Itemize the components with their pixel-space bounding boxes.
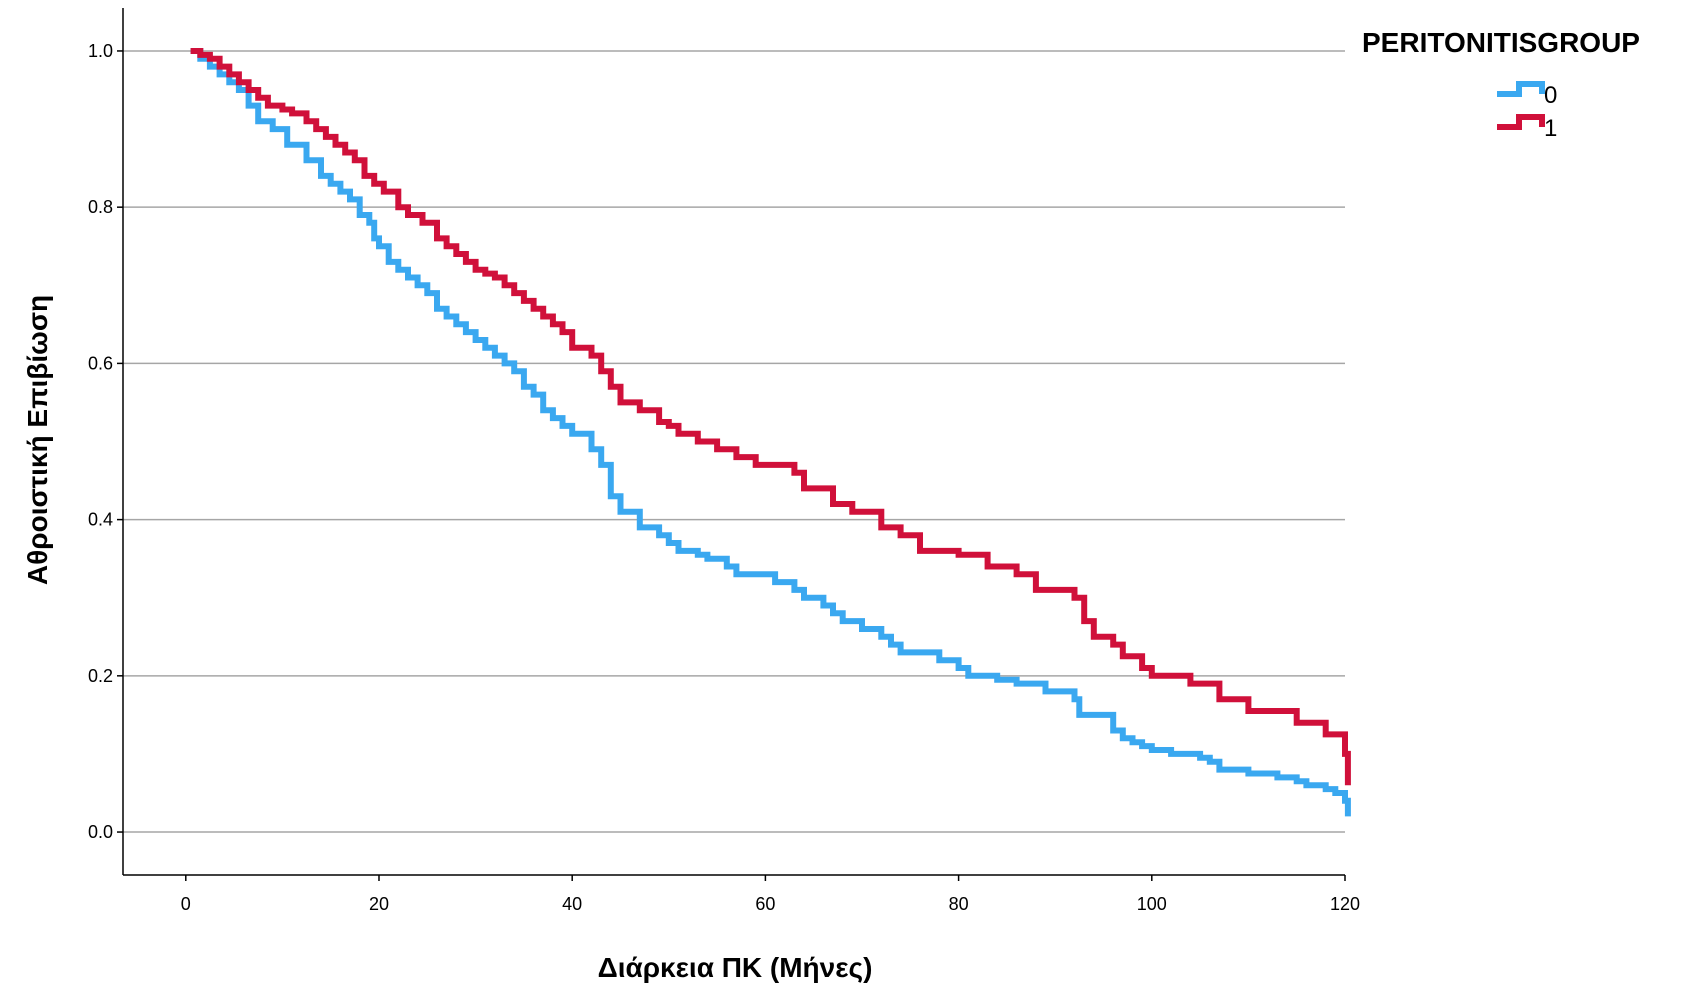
x-axis-label: Διάρκεια ΠΚ (Μήνες) <box>598 952 873 983</box>
x-tick-label: 60 <box>755 894 775 914</box>
legend-title: PERITONITISGROUP <box>1362 27 1640 58</box>
legend-label-1: 1 <box>1544 115 1557 142</box>
y-tick-label: 0.8 <box>88 197 113 217</box>
x-tick-label: 120 <box>1330 894 1360 914</box>
series-layer <box>190 48 1351 817</box>
x-tick-label: 40 <box>562 894 582 914</box>
legend: PERITONITISGROUP 0 1 <box>1362 27 1640 142</box>
grid-layer <box>123 50 1345 833</box>
y-axis-label: Αθροιστική Επιβίωση <box>22 295 53 585</box>
axes-layer <box>122 8 1345 876</box>
x-tick-label: 0 <box>181 894 191 914</box>
y-tick-label: 1.0 <box>88 41 113 61</box>
y-tick-label: 0.4 <box>88 510 113 530</box>
x-tick-label: 100 <box>1137 894 1167 914</box>
legend-label-0: 0 <box>1544 82 1557 109</box>
y-tick-label: 0.2 <box>88 666 113 686</box>
series-line-0 <box>190 48 1351 817</box>
legend-swatch-0 <box>1497 81 1545 97</box>
ticks-layer: 0.0 0.2 0.4 0.6 0.8 1.0 0 20 40 60 80 100 120 <box>88 41 1360 914</box>
x-tick-label: 20 <box>369 894 389 914</box>
series-line-1 <box>190 48 1351 786</box>
legend-swatch-1 <box>1497 114 1545 130</box>
y-tick-label: 0.6 <box>88 353 113 373</box>
x-tick-label: 80 <box>949 894 969 914</box>
y-tick-label: 0.0 <box>88 822 113 842</box>
